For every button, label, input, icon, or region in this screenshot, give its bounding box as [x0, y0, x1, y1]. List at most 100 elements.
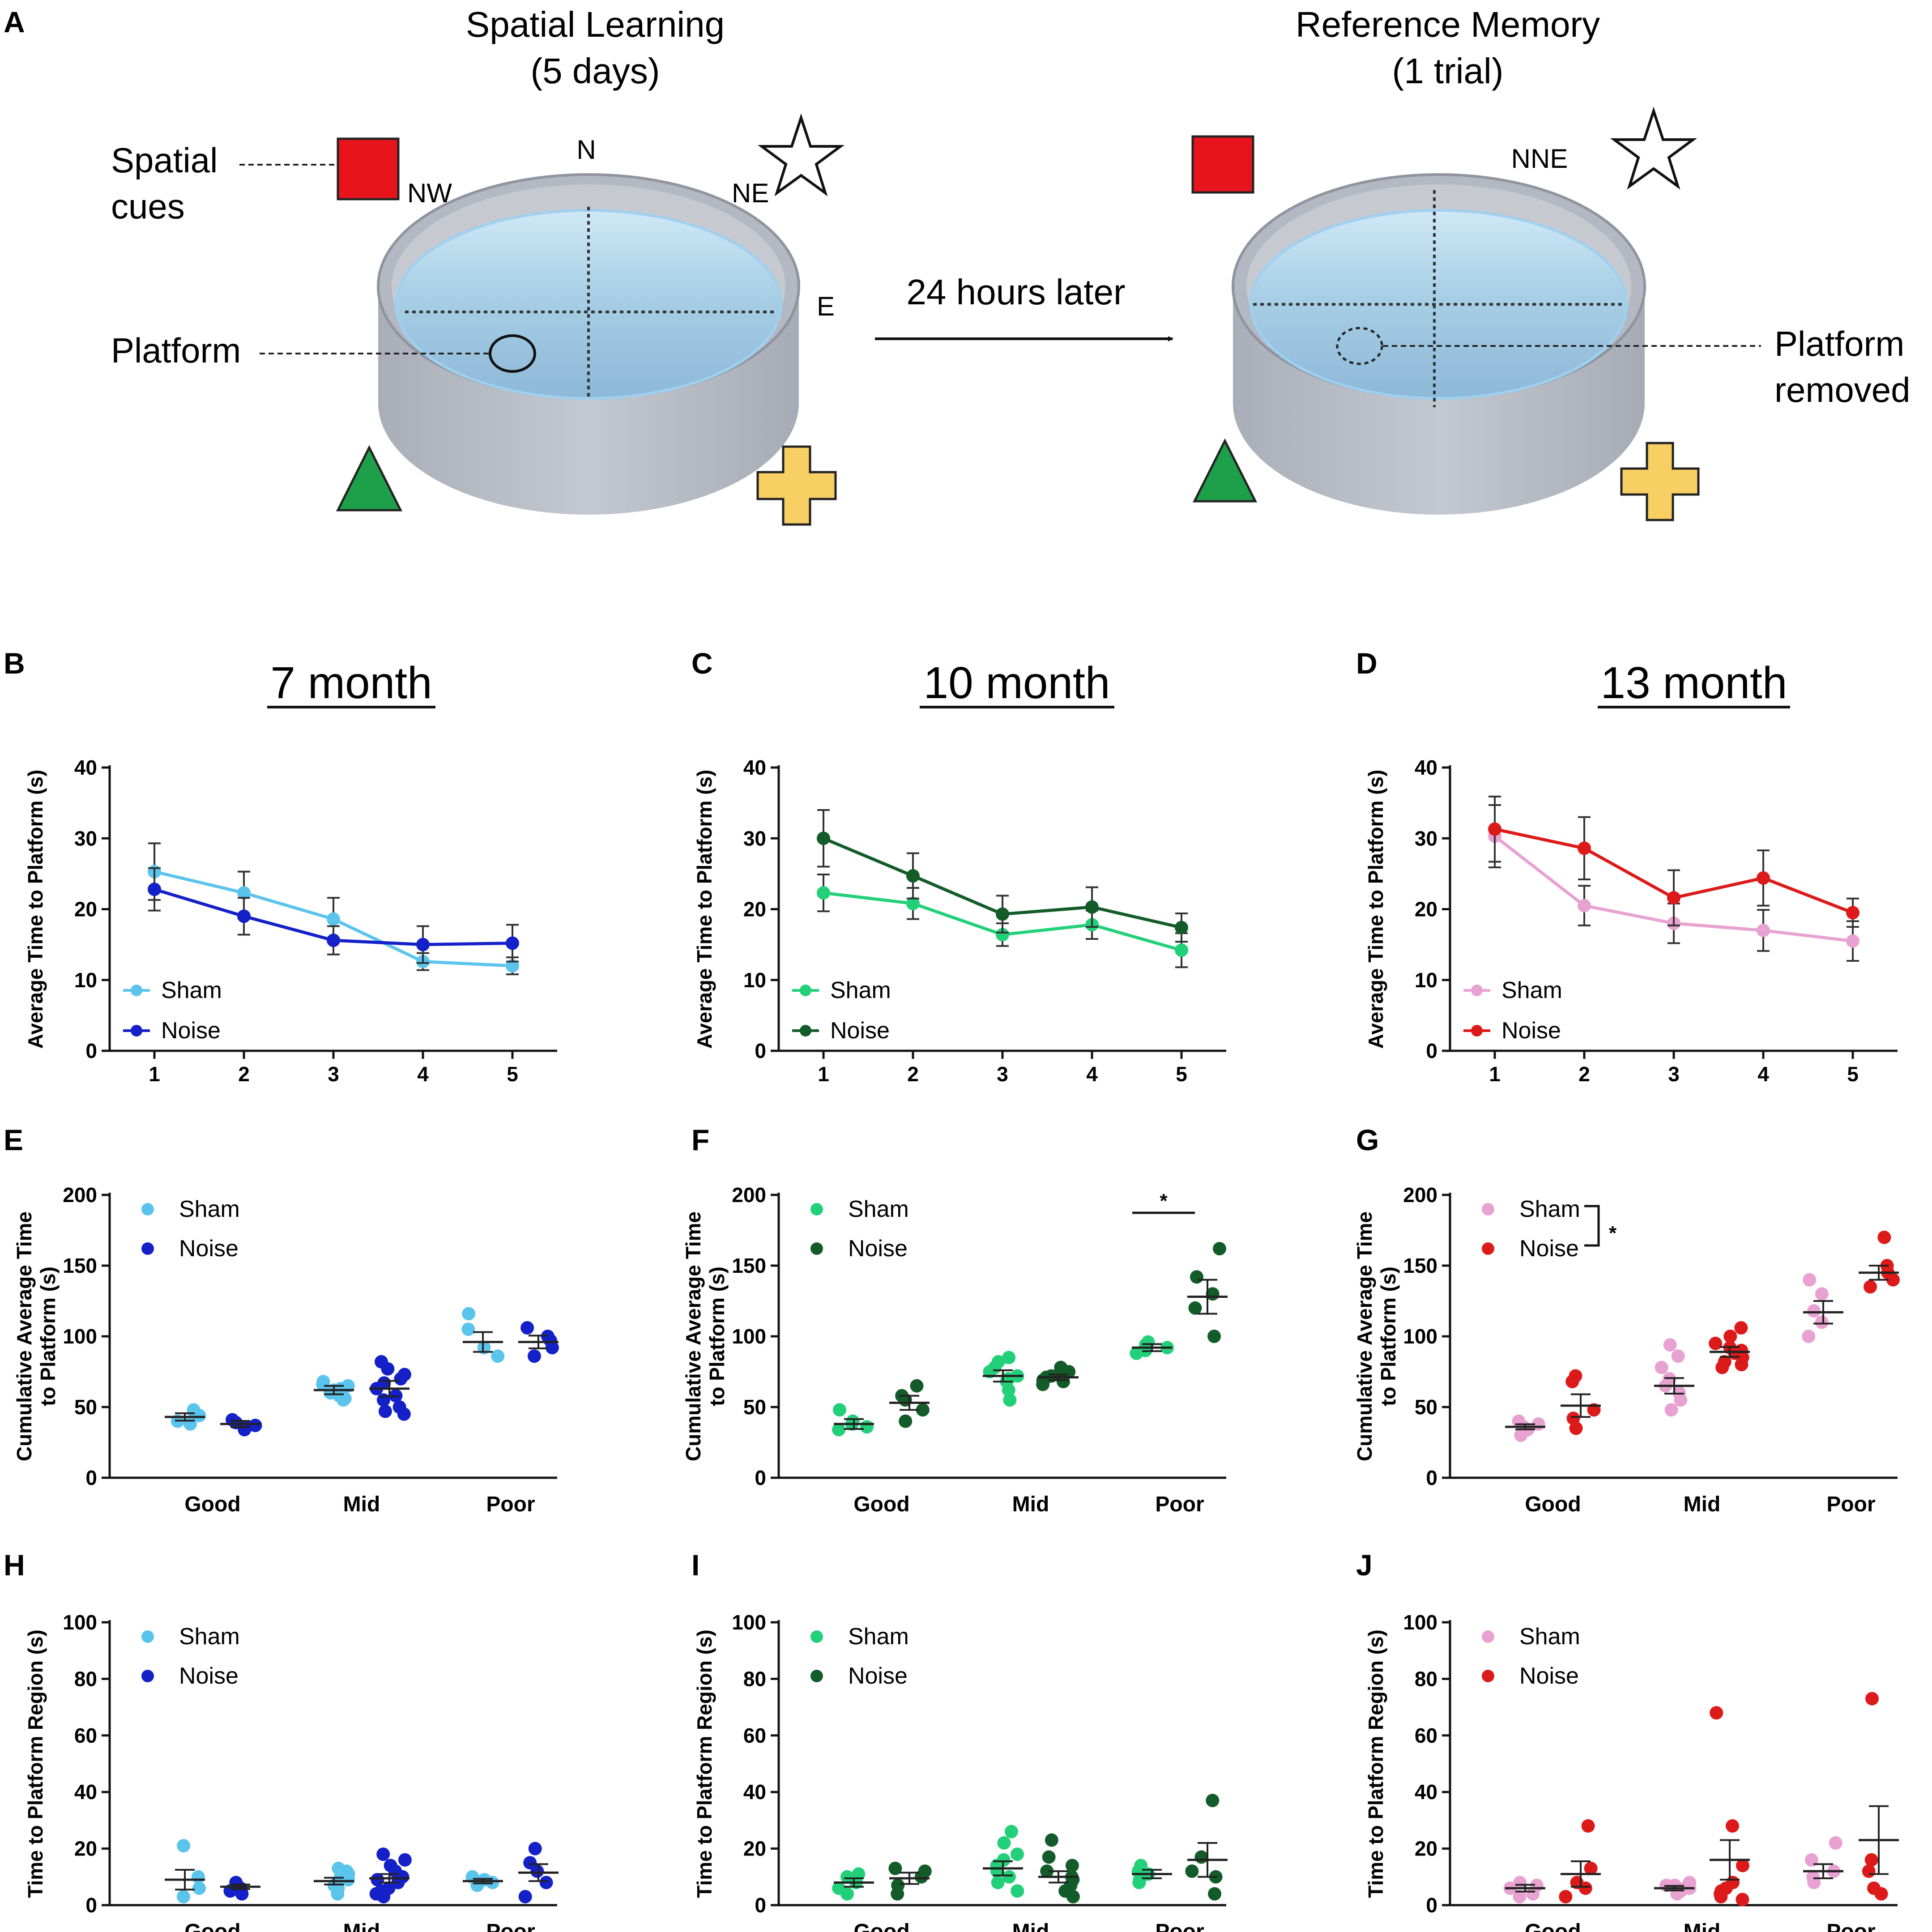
spatial-cues-line1: Spatial: [111, 141, 218, 180]
panel-letter-a: A: [4, 5, 25, 38]
y-tick-label: 30: [74, 827, 97, 850]
data-point-sham: [1806, 1870, 1820, 1884]
x-tick-label: Good: [184, 1493, 240, 1516]
data-point-sham: [860, 1420, 874, 1434]
chart-panel-j: J 0 20 40 60 80 100 Time to Platform Region (s)…: [1356, 1548, 1899, 1932]
y-tick-label: 0: [1426, 1039, 1437, 1062]
data-point-noise: [1185, 1864, 1199, 1878]
data-point-sham: [1011, 1884, 1024, 1898]
data-point-sham: [991, 1876, 1005, 1889]
legend-marker-noise: [131, 1025, 142, 1036]
data-point-sham: [1513, 1876, 1527, 1889]
legend-marker-sham: [1482, 1203, 1494, 1215]
legend-marker-noise: [141, 1670, 154, 1682]
x-tick-label: Good: [1525, 1493, 1581, 1516]
x-tick-label: 3: [997, 1062, 1008, 1086]
legend-marker-sham: [1482, 1630, 1494, 1643]
data-point-noise: [1726, 1876, 1740, 1889]
y-axis-label: Time to Platform Region (s): [24, 1629, 47, 1898]
data-point-noise: [1710, 1706, 1723, 1720]
panel-letter-d: D: [1356, 647, 1378, 680]
legend-marker-noise: [800, 1025, 811, 1036]
x-tick-label: Mid: [1012, 1493, 1049, 1516]
left-title-line2: (5 days): [531, 51, 660, 91]
legend-label-sham: Sham: [830, 977, 891, 1003]
data-point-sham: [1671, 1349, 1685, 1363]
data-point-noise: [1207, 1330, 1221, 1343]
data-point-sham: [817, 886, 830, 900]
data-point-sham: [1578, 899, 1591, 913]
data-point-noise: [1488, 822, 1501, 836]
data-point-noise: [1877, 1230, 1891, 1244]
square-cue-left: [337, 137, 400, 200]
x-tick-label: 2: [1578, 1062, 1590, 1086]
legend-marker-sham: [800, 985, 811, 996]
data-point-noise: [1188, 1301, 1202, 1315]
data-point-sham: [1829, 1836, 1842, 1850]
x-tick-label: 3: [1668, 1062, 1680, 1086]
legend-label-sham: Sham: [179, 1624, 240, 1650]
dir-e: E: [817, 291, 835, 321]
legend-marker-noise: [141, 1242, 154, 1255]
data-point-noise: [392, 1400, 406, 1414]
legend-label-sham: Sham: [848, 1624, 909, 1650]
data-point-noise: [528, 1842, 542, 1855]
data-point-sham: [462, 1307, 476, 1321]
data-point-noise: [1190, 1270, 1204, 1284]
data-point-noise: [1065, 1859, 1079, 1872]
panel-a-schematic: A Spatial Learning (5 days) Reference Me…: [4, 4, 1910, 526]
legend-label-sham: Sham: [1519, 1196, 1580, 1222]
data-point-sham: [1664, 1403, 1678, 1417]
data-point-noise: [1559, 1890, 1573, 1904]
x-tick-label: Mid: [343, 1493, 380, 1516]
data-point-sham: [191, 1870, 205, 1884]
y-axis-label-line2: to Platform (s): [705, 1267, 729, 1406]
data-point-sham: [1803, 1273, 1817, 1287]
dir-n: N: [576, 135, 596, 165]
y-axis-label-line2: to Platform (s): [1377, 1267, 1400, 1406]
y-axis-label: Time to Platform Region (s): [693, 1629, 716, 1898]
triangle-cue-left: [336, 445, 403, 512]
x-tick-label: 2: [907, 1062, 919, 1086]
data-point-noise: [1206, 1794, 1220, 1808]
y-tick-label: 40: [1415, 1780, 1437, 1804]
panel-letter-b: B: [4, 647, 25, 680]
column-title-10-month: 10 month: [924, 658, 1110, 708]
y-tick-label: 80: [743, 1667, 766, 1690]
data-point-noise: [1584, 1861, 1598, 1875]
right-title-line2: (1 trial): [1392, 51, 1504, 91]
data-point-noise: [1734, 1321, 1748, 1335]
data-point-sham: [833, 1403, 847, 1417]
data-point-sham: [337, 1393, 350, 1407]
x-tick-label: 4: [1757, 1062, 1769, 1086]
y-tick-label: 0: [755, 1039, 766, 1062]
data-point-noise: [910, 1379, 924, 1393]
data-point-noise: [398, 1853, 412, 1867]
data-point-sham: [832, 1881, 846, 1895]
data-point-sham: [1757, 923, 1770, 937]
left-pool: [377, 173, 800, 515]
y-tick-label: 0: [755, 1466, 766, 1489]
y-tick-label: 100: [1403, 1611, 1437, 1634]
data-point-noise: [1718, 1355, 1732, 1369]
y-tick-label: 100: [1403, 1325, 1437, 1348]
legend-label-sham: Sham: [1519, 1624, 1580, 1650]
y-tick-label: 150: [63, 1254, 97, 1277]
x-tick-label: Poor: [1826, 1493, 1875, 1516]
data-point-sham: [1815, 1287, 1829, 1301]
data-point-sham: [1815, 1315, 1829, 1329]
y-tick-label: 10: [743, 968, 766, 992]
legend-label-noise: Noise: [1519, 1663, 1579, 1689]
data-point-noise: [523, 1856, 537, 1870]
data-point-sham: [491, 1349, 505, 1363]
panel-letter-c: C: [691, 647, 713, 680]
y-tick-label: 30: [743, 827, 766, 850]
panel-letter-j: J: [1356, 1548, 1373, 1582]
data-point-noise: [1846, 906, 1859, 920]
panel-letter-i: I: [691, 1548, 699, 1582]
legend-label-noise: Noise: [179, 1663, 239, 1689]
x-tick-label: 5: [1176, 1062, 1187, 1086]
legend-label-sham: Sham: [1501, 977, 1562, 1003]
